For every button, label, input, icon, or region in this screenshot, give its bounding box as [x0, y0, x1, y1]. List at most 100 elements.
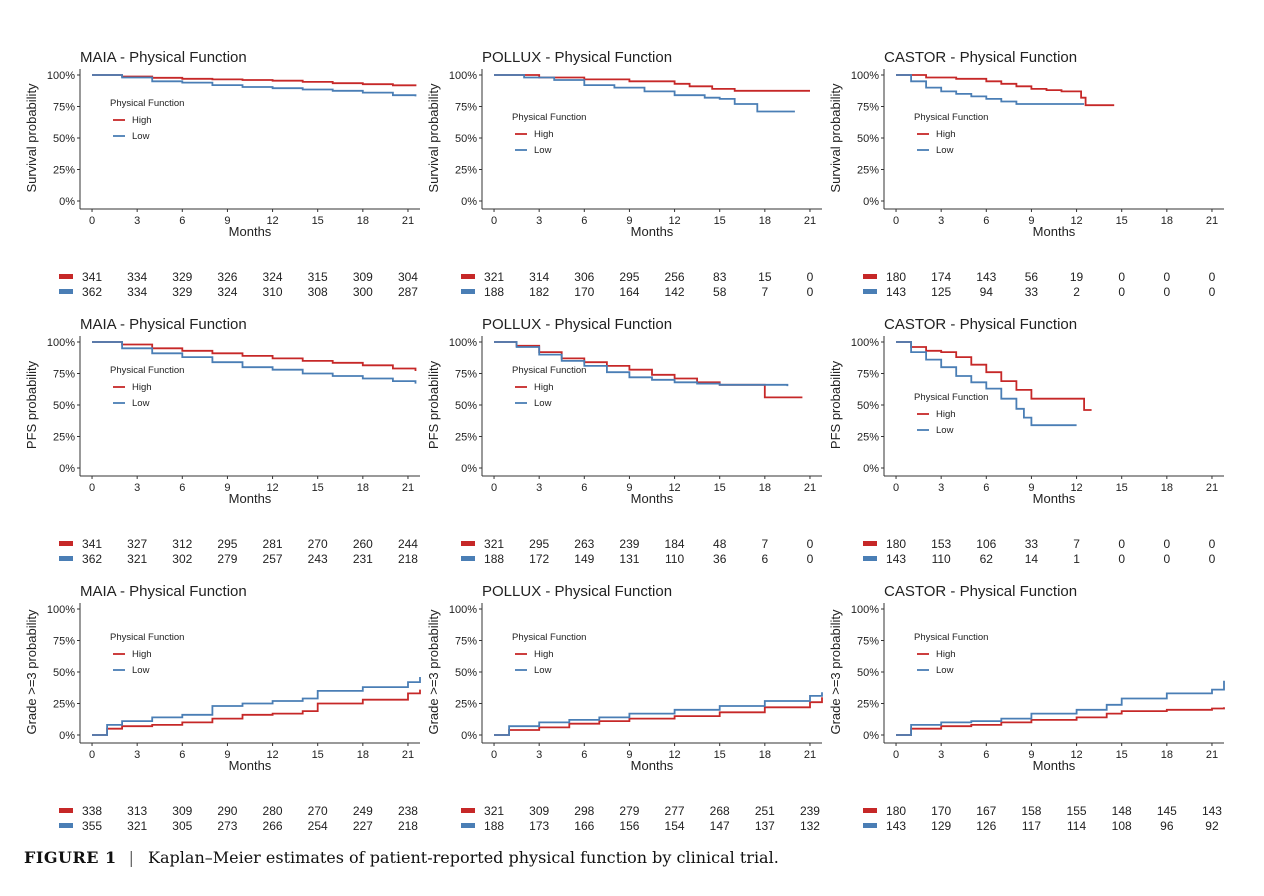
legend-label-low: Low [936, 145, 954, 156]
legend-label-low: Low [534, 398, 552, 409]
risk-count-low: 96 [1160, 819, 1174, 833]
risk-table-swatch-high [59, 541, 73, 546]
x-tick-label: 15 [312, 749, 324, 761]
risk-count-low: 227 [353, 819, 373, 833]
legend-title: Physical Function [110, 365, 184, 376]
y-axis-label: PFS probability [24, 360, 39, 449]
risk-count-high: 143 [976, 270, 996, 284]
y-tick-label: 75% [455, 102, 477, 114]
risk-count-low: 7 [761, 285, 768, 299]
risk-count-high: 148 [1112, 804, 1132, 818]
x-tick-label: 0 [893, 215, 899, 227]
x-tick-label: 3 [134, 482, 140, 494]
risk-count-high: 15 [758, 270, 772, 284]
x-tick-label: 12 [266, 482, 278, 494]
risk-count-low: 188 [484, 285, 504, 299]
x-tick-label: 6 [581, 215, 587, 227]
x-axis-label: Months [631, 224, 674, 239]
legend-label-low: Low [132, 398, 150, 409]
risk-count-high: 280 [263, 804, 283, 818]
y-tick-label: 50% [857, 400, 879, 412]
legend-label-low: Low [534, 145, 552, 156]
y-axis-label: Survival probability [24, 83, 39, 193]
x-tick-label: 0 [491, 215, 497, 227]
series-high-line [896, 341, 1092, 411]
series-high-line [896, 707, 1225, 736]
y-tick-label: 25% [53, 699, 75, 711]
series-high-line [92, 341, 417, 371]
x-tick-label: 21 [402, 749, 414, 761]
km-panel-1: MAIA - Physical Function 0% 25% 50% 75% 100% 0… [24, 49, 420, 299]
panel-title: POLLUX - Physical Function [482, 583, 672, 600]
legend: Physical Function High Low [110, 632, 184, 676]
x-axis-label: Months [229, 491, 272, 506]
risk-count-high: 309 [353, 270, 373, 284]
x-tick-label: 6 [179, 482, 185, 494]
series-high-line [896, 74, 1115, 107]
x-tick-label: 12 [668, 482, 680, 494]
legend-label-low: Low [132, 665, 150, 676]
risk-count-high: 56 [1025, 270, 1039, 284]
y-tick-label: 25% [857, 432, 879, 444]
legend-title: Physical Function [914, 392, 988, 403]
x-tick-label: 18 [357, 482, 369, 494]
x-tick-label: 9 [1028, 482, 1034, 494]
risk-count-low: 266 [263, 819, 283, 833]
risk-count-high: 239 [619, 537, 639, 551]
risk-count-low: 287 [398, 285, 418, 299]
x-tick-label: 6 [983, 482, 989, 494]
legend-title: Physical Function [512, 632, 586, 643]
legend-label-high: High [534, 129, 554, 140]
y-tick-label: 50% [53, 400, 75, 412]
risk-count-low: 362 [82, 552, 102, 566]
series-low-line [896, 74, 1085, 105]
x-tick-label: 21 [402, 482, 414, 494]
risk-count-low: 62 [980, 552, 994, 566]
x-tick-label: 9 [224, 215, 230, 227]
x-tick-label: 9 [626, 749, 632, 761]
risk-count-low: 231 [353, 552, 373, 566]
legend: Physical Function High Low [914, 632, 988, 676]
risk-count-low: 149 [574, 552, 594, 566]
x-tick-label: 6 [179, 749, 185, 761]
x-axis-label: Months [1033, 224, 1076, 239]
y-axis-label: Grade >=3 probability [24, 609, 39, 735]
risk-table-swatch-low [461, 289, 475, 294]
risk-count-high: 0 [1209, 537, 1216, 551]
risk-count-low: 132 [800, 819, 820, 833]
x-tick-label: 21 [402, 215, 414, 227]
legend-label-high: High [534, 382, 554, 393]
risk-table-swatch-high [59, 274, 73, 279]
risk-count-low: 143 [886, 552, 906, 566]
km-panel-2: POLLUX - Physical Function 0% 25% 50% 75% 100… [426, 49, 822, 299]
series-high-line [494, 74, 810, 92]
y-tick-label: 100% [851, 604, 879, 616]
legend-label-low: Low [132, 131, 150, 142]
risk-count-high: 277 [665, 804, 685, 818]
legend-label-high: High [132, 649, 152, 660]
risk-count-low: 131 [619, 552, 639, 566]
x-tick-label: 0 [491, 482, 497, 494]
risk-table-swatch-high [863, 808, 877, 813]
legend-label-high: High [936, 129, 956, 140]
y-tick-label: 100% [449, 337, 477, 349]
risk-count-high: 338 [82, 804, 102, 818]
risk-count-high: 326 [217, 270, 237, 284]
x-tick-label: 3 [134, 215, 140, 227]
risk-table-swatch-low [863, 289, 877, 294]
y-tick-label: 100% [449, 70, 477, 82]
risk-count-low: 218 [398, 552, 418, 566]
risk-count-low: 329 [172, 285, 192, 299]
km-panel-6: CASTOR - Physical Function0%25%50%75%100… [828, 316, 1224, 566]
x-tick-label: 15 [714, 749, 726, 761]
risk-count-low: 166 [574, 819, 594, 833]
x-tick-label: 21 [804, 482, 816, 494]
legend-label-high: High [132, 382, 152, 393]
risk-count-high: 263 [574, 537, 594, 551]
series-low-line [494, 692, 823, 736]
legend: Physical Function High Low [512, 632, 586, 676]
panel-title: POLLUX - Physical Function [482, 49, 672, 66]
risk-count-high: 106 [976, 537, 996, 551]
panel-title: POLLUX - Physical Function [482, 316, 672, 333]
y-tick-label: 100% [449, 604, 477, 616]
